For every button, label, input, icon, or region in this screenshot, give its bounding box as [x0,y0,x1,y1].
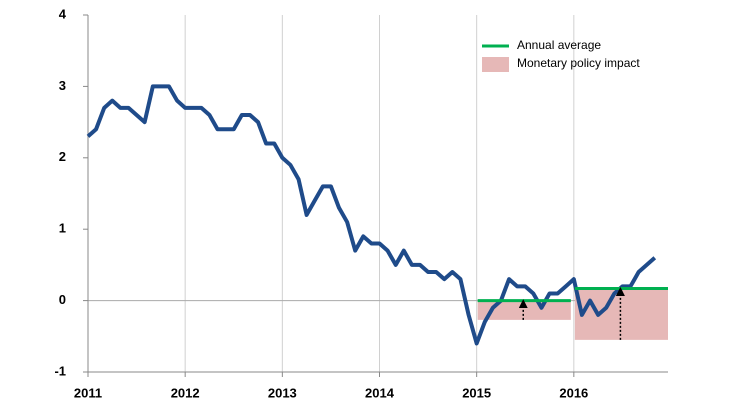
impact-box [574,288,668,340]
legend-label: Monetary policy impact [517,56,640,70]
x-tick-label: 2016 [559,385,588,400]
line-series [86,84,657,346]
impact-box [477,300,571,320]
legend-swatch [482,57,509,72]
y-tick-label: 4 [59,6,67,21]
x-tick-label: 2014 [365,385,395,400]
y-tick-label: 0 [59,292,66,307]
y-tick-label: -1 [54,363,66,378]
y-tick-label: 1 [59,221,66,236]
x-tick-label: 2012 [171,385,200,400]
x-tick-label: 2015 [462,385,491,400]
y-tick-label: 3 [59,78,66,93]
x-tick-label: 2011 [74,385,102,400]
y-tick-label: 2 [59,149,66,164]
x-tick-label: 2013 [268,385,297,400]
legend-label: Annual average [517,38,601,52]
